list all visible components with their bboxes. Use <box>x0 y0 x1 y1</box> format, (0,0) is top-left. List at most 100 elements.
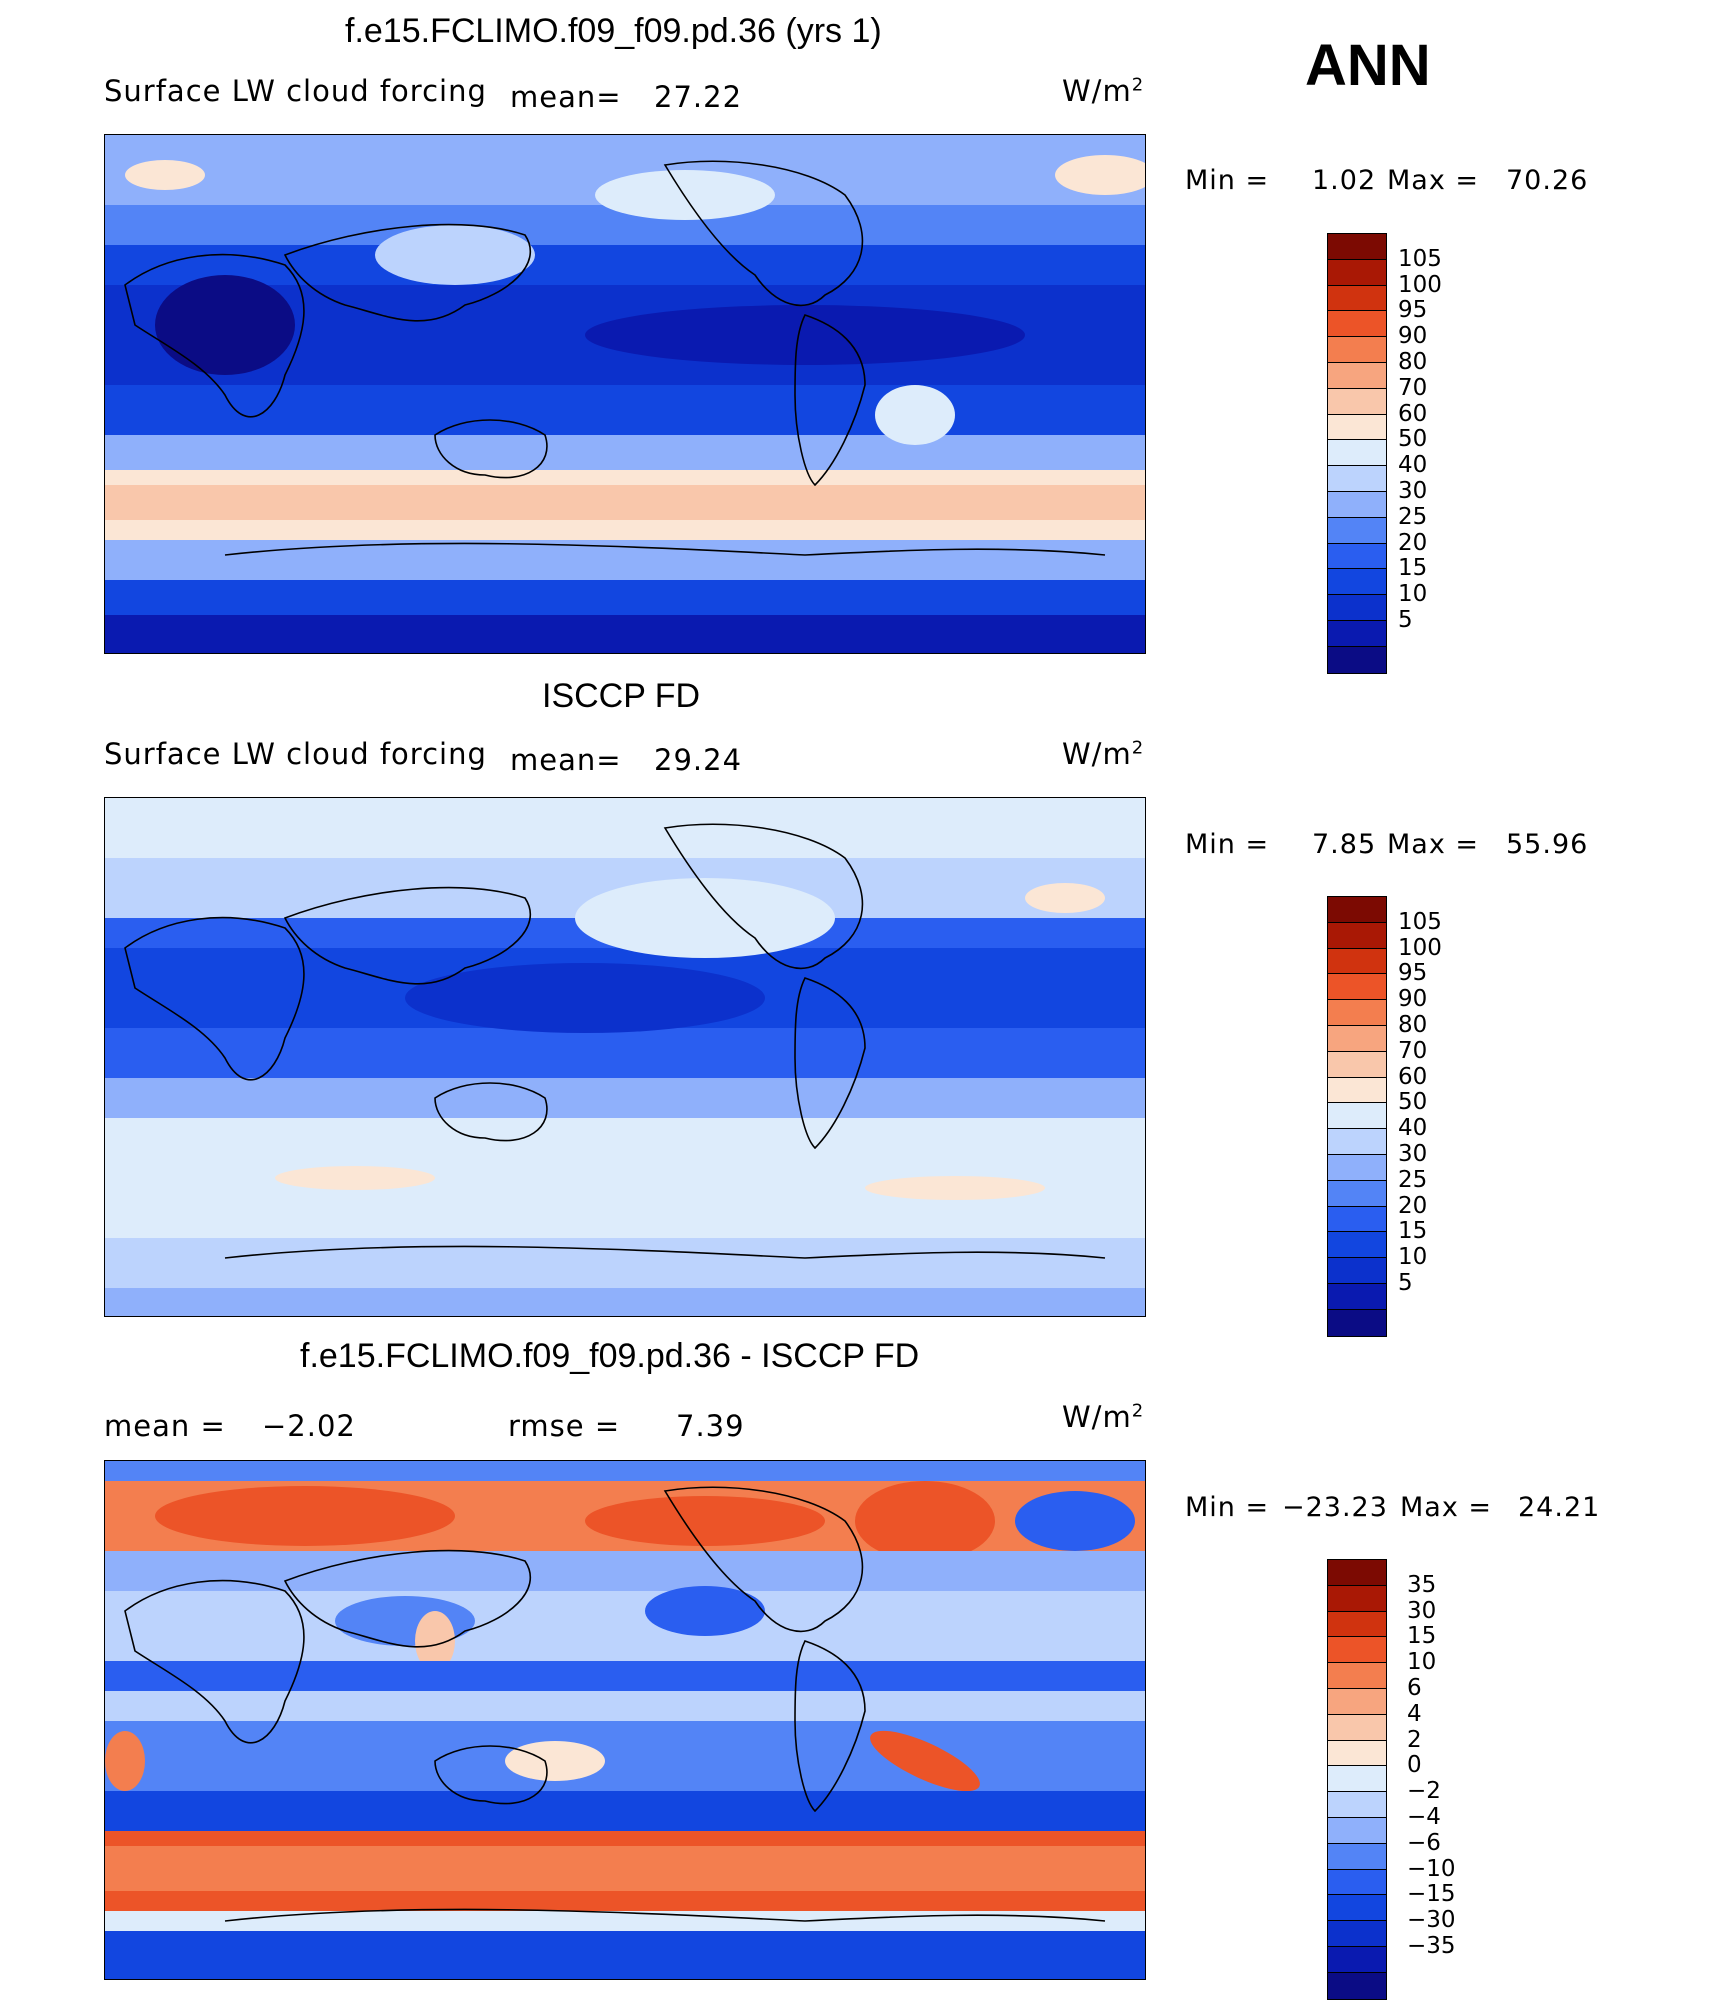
panel1-colorbar <box>1327 233 1387 674</box>
panel3-min-label: Min = <box>1185 1492 1270 1523</box>
panel3-rmse-value: 7.39 <box>676 1409 745 1443</box>
colorbar-level-label: 80 <box>1398 349 1428 375</box>
colorbar-level-label: 20 <box>1398 529 1428 556</box>
colorbar-level-label: −4 <box>1407 1804 1441 1830</box>
colorbar-level-label: 10 <box>1407 1649 1437 1676</box>
colorbar-swatch <box>1328 388 1386 415</box>
colorbar-swatch <box>1328 285 1386 312</box>
panel3-map <box>104 1460 1146 1980</box>
colorbar-swatch <box>1328 1103 1386 1130</box>
colorbar-swatch <box>1328 1154 1386 1181</box>
colorbar-swatch <box>1328 1714 1386 1741</box>
colorbar-swatch <box>1328 1817 1386 1844</box>
colorbar-level-label: 50 <box>1398 426 1428 453</box>
colorbar-swatch <box>1328 1843 1386 1870</box>
colorbar-level-label: 25 <box>1398 503 1428 530</box>
colorbar-swatch <box>1328 974 1386 1001</box>
colorbar-swatch <box>1328 922 1386 949</box>
colorbar-level-label: 90 <box>1398 323 1428 350</box>
panel1-title: f.e15.FCLIMO.f09_f09.pd.36 (yrs 1) <box>345 12 882 50</box>
panel1-mean-value: 27.22 <box>654 80 743 114</box>
panel2-max-label: Max = <box>1387 829 1480 860</box>
colorbar-level-label: 90 <box>1398 986 1428 1013</box>
colorbar-swatch <box>1328 259 1386 286</box>
panel1-min-label: Min = <box>1185 165 1270 196</box>
colorbar-level-label: −10 <box>1407 1855 1456 1882</box>
colorbar-swatch <box>1328 1129 1386 1155</box>
season-label: ANN <box>1305 33 1431 98</box>
colorbar-level-label: 40 <box>1398 452 1428 479</box>
colorbar-level-label: 60 <box>1398 400 1428 427</box>
colorbar-level-label: 0 <box>1407 1752 1422 1779</box>
colorbar-level-label: 105 <box>1398 908 1442 935</box>
colorbar-level-label: −2 <box>1407 1778 1441 1805</box>
colorbar-swatch <box>1328 517 1386 544</box>
colorbar-swatch <box>1328 620 1386 647</box>
colorbar-level-label: 15 <box>1407 1623 1437 1650</box>
colorbar-level-label: 60 <box>1398 1063 1428 1090</box>
colorbar-swatch <box>1328 1077 1386 1104</box>
colorbar-level-label: 80 <box>1398 1012 1428 1038</box>
colorbar-swatch <box>1328 311 1386 338</box>
colorbar-swatch <box>1328 1688 1386 1715</box>
colorbar-swatch <box>1328 1740 1386 1767</box>
colorbar-swatch <box>1328 1972 1386 1999</box>
colorbar-level-label: 6 <box>1407 1675 1422 1701</box>
colorbar-level-label: 10 <box>1398 1244 1428 1271</box>
panel3-rmse-label: rmse = <box>508 1409 621 1443</box>
colorbar-swatch <box>1328 1895 1386 1922</box>
colorbar-swatch <box>1328 569 1386 596</box>
colorbar-swatch <box>1328 948 1386 975</box>
panel2-map <box>104 797 1146 1317</box>
colorbar-level-label: 100 <box>1398 271 1442 298</box>
panel1-max-value: 70.26 <box>1506 165 1589 196</box>
panel2-title: ISCCP FD <box>542 677 701 715</box>
panel1-max-label: Max = <box>1387 165 1480 196</box>
colorbar-swatch <box>1328 440 1386 467</box>
colorbar-swatch <box>1328 234 1386 260</box>
panel2-min-label: Min = <box>1185 829 1270 860</box>
panel2-mean-label: mean= <box>510 743 622 777</box>
panel3-mean-value: −2.02 <box>262 1409 356 1443</box>
panel2-min-value: 7.85 <box>1312 829 1377 860</box>
colorbar-level-label: 70 <box>1398 1037 1428 1064</box>
colorbar-level-label: 4 <box>1407 1700 1422 1727</box>
panel1-map <box>104 134 1146 654</box>
colorbar-swatch <box>1328 1258 1386 1284</box>
colorbar-level-label: −30 <box>1407 1907 1456 1934</box>
colorbar-level-label: 35 <box>1407 1571 1437 1598</box>
colorbar-level-label: 25 <box>1398 1166 1428 1193</box>
colorbar-swatch <box>1328 543 1386 570</box>
colorbar-swatch <box>1328 337 1386 363</box>
colorbar-swatch <box>1328 1766 1386 1793</box>
colorbar-swatch <box>1328 1560 1386 1586</box>
colorbar-level-label: 100 <box>1398 934 1442 961</box>
colorbar-level-label: −6 <box>1407 1829 1441 1856</box>
panel3-min-value: −23.23 <box>1282 1492 1388 1523</box>
colorbar-swatch <box>1328 897 1386 923</box>
colorbar-level-label: −35 <box>1407 1933 1456 1959</box>
panel3-max-value: 24.21 <box>1518 1492 1601 1523</box>
colorbar-swatch <box>1328 1663 1386 1689</box>
panel3-mean-label: mean = <box>104 1409 226 1443</box>
panel2-colorbar <box>1327 896 1387 1337</box>
colorbar-swatch <box>1328 1206 1386 1233</box>
colorbar-swatch <box>1328 1946 1386 1973</box>
colorbar-level-label: 50 <box>1398 1089 1428 1116</box>
colorbar-swatch <box>1328 414 1386 441</box>
colorbar-swatch <box>1328 1869 1386 1896</box>
panel2-mean-value: 29.24 <box>654 743 743 777</box>
colorbar-swatch <box>1328 491 1386 518</box>
colorbar-swatch <box>1328 1611 1386 1638</box>
colorbar-level-label: 105 <box>1398 245 1442 272</box>
colorbar-level-label: −15 <box>1407 1881 1456 1908</box>
colorbar-level-label: 10 <box>1398 581 1428 608</box>
panel1-units: W/m2 <box>1062 74 1145 108</box>
colorbar-level-label: 30 <box>1407 1597 1437 1624</box>
colorbar-swatch <box>1328 1283 1386 1310</box>
colorbar-swatch <box>1328 1051 1386 1078</box>
colorbar-swatch <box>1328 1309 1386 1336</box>
colorbar-swatch <box>1328 466 1386 492</box>
colorbar-level-label: 30 <box>1398 478 1428 504</box>
colorbar-swatch <box>1328 1232 1386 1259</box>
